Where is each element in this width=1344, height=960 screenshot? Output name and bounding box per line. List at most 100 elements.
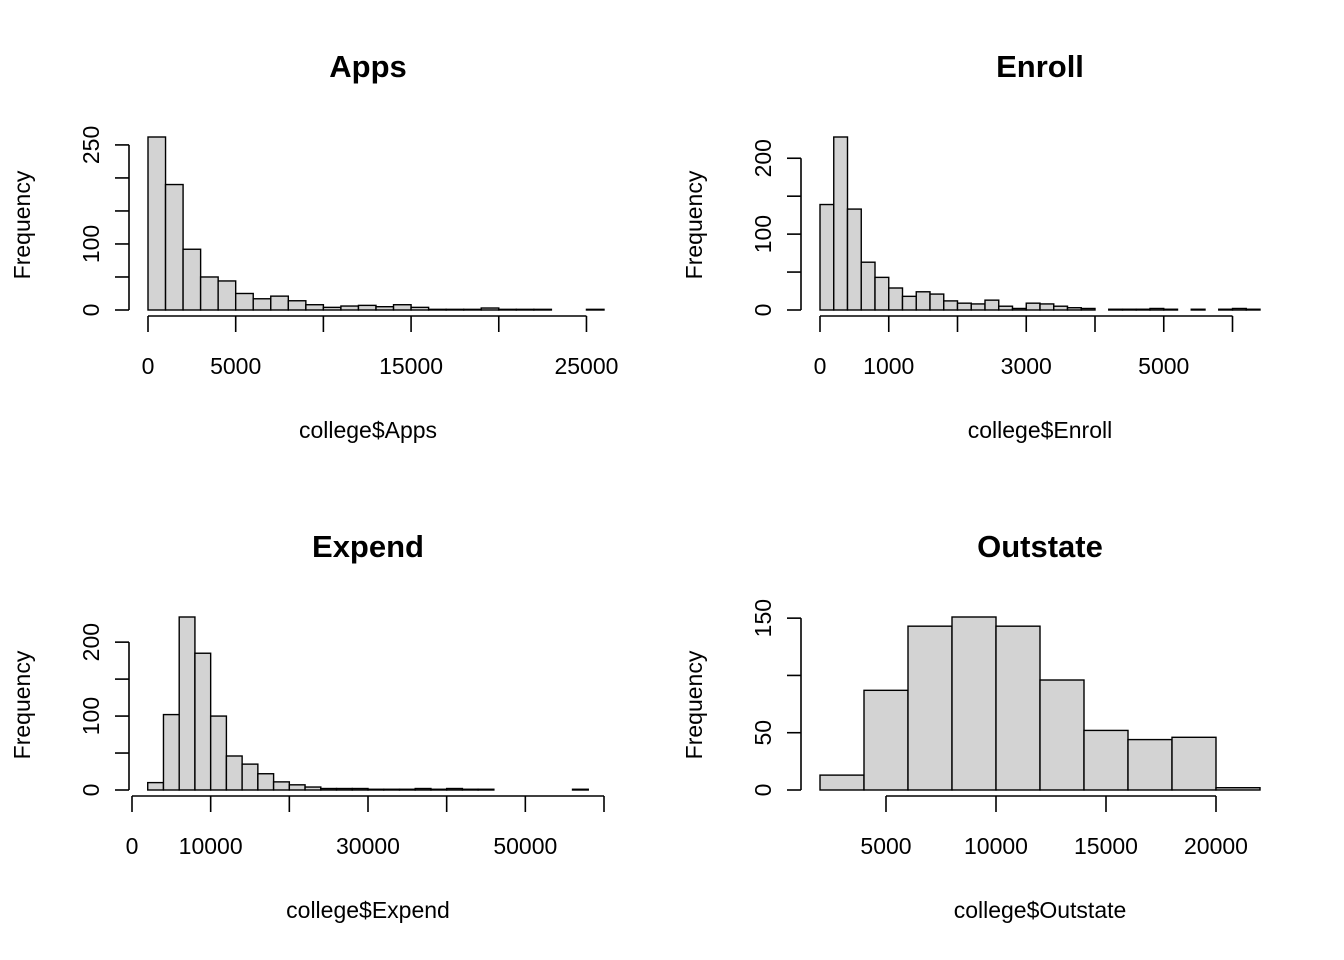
y-tick-label: 150 — [750, 599, 776, 637]
histogram-bar — [1066, 307, 1082, 311]
histogram-bar — [462, 308, 482, 311]
histogram-bar — [199, 276, 219, 311]
histogram-bar — [1163, 308, 1179, 311]
x-tick-label: 0 — [126, 833, 139, 859]
y-tick-label: 200 — [750, 139, 776, 177]
histogram-bar — [252, 298, 272, 311]
y-tick-label: 100 — [750, 215, 776, 253]
apps-histogram-panel: Apps college$Apps Frequency 0 5000 15000 25… — [9, 49, 618, 443]
histogram-bar — [533, 308, 553, 311]
chart-title: Enroll — [996, 49, 1084, 84]
histogram-bar — [480, 307, 500, 311]
x-axis-label: college$Outstate — [954, 897, 1127, 923]
x-tick-label: 0 — [142, 353, 155, 379]
histogram-bar — [164, 183, 184, 311]
histogram-bar — [1011, 307, 1027, 311]
histogram-bar — [1135, 308, 1151, 311]
y-axis-label: Frequency — [681, 650, 707, 759]
y-tick-label: 50 — [750, 720, 776, 746]
histogram-bar — [915, 291, 931, 311]
histogram-bar — [995, 625, 1041, 791]
histogram-bar — [320, 787, 338, 791]
histogram-bar — [1231, 307, 1247, 311]
histogram-bar — [322, 306, 342, 311]
histogram-bar — [392, 304, 412, 311]
histogram-bar — [863, 689, 909, 791]
histogram-bar — [162, 713, 180, 791]
histogram-bar — [1215, 787, 1261, 791]
histogram-bar — [951, 616, 997, 791]
histogram-bar — [1190, 308, 1206, 311]
histogram-bar — [498, 308, 518, 311]
x-tick-label: 25000 — [554, 353, 618, 379]
histogram-bar — [257, 773, 275, 791]
histogram-bar — [846, 208, 862, 311]
histogram-bar — [970, 303, 986, 311]
histogram-bar — [241, 763, 259, 791]
histogram-bar — [445, 787, 464, 791]
histogram-bar — [956, 302, 972, 311]
histogram-bar — [1039, 303, 1055, 311]
histogram-bar — [335, 787, 353, 791]
histogram-bar — [461, 788, 479, 791]
histogram-bar — [1149, 307, 1165, 311]
histogram-bar — [1218, 308, 1234, 311]
histogram-bar — [234, 292, 254, 311]
enroll-histogram-panel: Enroll college$Enroll Frequency 0 1000 300… — [681, 49, 1261, 443]
expend-histogram-panel: Expend college$Expend Frequency 0 10000 30… — [9, 529, 605, 923]
x-axis-label: college$Enroll — [968, 417, 1112, 443]
y-tick-label: 100 — [78, 697, 104, 735]
x-tick-label: 10000 — [964, 833, 1028, 859]
histogram-bar — [1080, 307, 1096, 311]
histogram-bar — [888, 287, 904, 311]
histogram-bar — [272, 781, 291, 791]
histogram-bar — [943, 300, 959, 311]
histogram-bar — [907, 625, 953, 791]
histogram-bar — [571, 788, 589, 791]
x-tick-label: 20000 — [1184, 833, 1248, 859]
histogram-bar — [1083, 729, 1129, 791]
x-tick-label: 5000 — [210, 353, 261, 379]
histogram-bar — [901, 295, 917, 311]
histogram-bar — [178, 616, 196, 791]
histogram-bar — [270, 295, 290, 311]
x-tick-label: 10000 — [179, 833, 243, 859]
histogram-bar — [209, 715, 228, 791]
histogram-bar — [1127, 738, 1173, 791]
histogram-bar — [929, 293, 945, 311]
histogram-bar — [147, 781, 165, 791]
histogram-bar — [874, 276, 890, 311]
histogram-bar — [288, 784, 306, 791]
histogram-bar — [427, 308, 447, 311]
y-axis-label: Frequency — [9, 650, 35, 759]
chart-title: Outstate — [977, 529, 1103, 564]
outstate-histogram-panel: Outstate college$Outstate Frequency 5000… — [681, 529, 1261, 923]
x-tick-label: 15000 — [1074, 833, 1138, 859]
y-tick-label: 0 — [78, 304, 104, 317]
histogram-bar — [182, 248, 202, 311]
y-tick-label: 200 — [78, 623, 104, 661]
y-tick-label: 0 — [750, 304, 776, 317]
y-axis-label: Frequency — [9, 170, 35, 279]
histogram-bar — [398, 788, 416, 791]
x-tick-label: 5000 — [860, 833, 911, 859]
histogram-bar — [217, 280, 237, 311]
histogram-bar — [225, 755, 243, 791]
y-tick-label: 0 — [750, 784, 776, 797]
histogram-bar — [1025, 302, 1041, 311]
histogram-bar — [351, 787, 369, 791]
x-tick-label: 5000 — [1138, 353, 1189, 379]
x-tick-label: 30000 — [336, 833, 400, 859]
histogram-bar — [1108, 308, 1124, 311]
x-tick-label: 15000 — [379, 353, 443, 379]
histogram-bar — [305, 304, 325, 311]
histogram-bar — [1245, 308, 1261, 311]
histogram-bar — [1121, 308, 1137, 311]
x-axis-label: college$Expend — [286, 897, 450, 923]
histogram-bar — [194, 652, 212, 791]
histogram-bar — [340, 305, 360, 311]
chart-title: Expend — [312, 529, 424, 564]
histogram-bar — [367, 788, 385, 791]
histogram-bar — [819, 203, 835, 311]
histogram-bar — [860, 261, 876, 311]
